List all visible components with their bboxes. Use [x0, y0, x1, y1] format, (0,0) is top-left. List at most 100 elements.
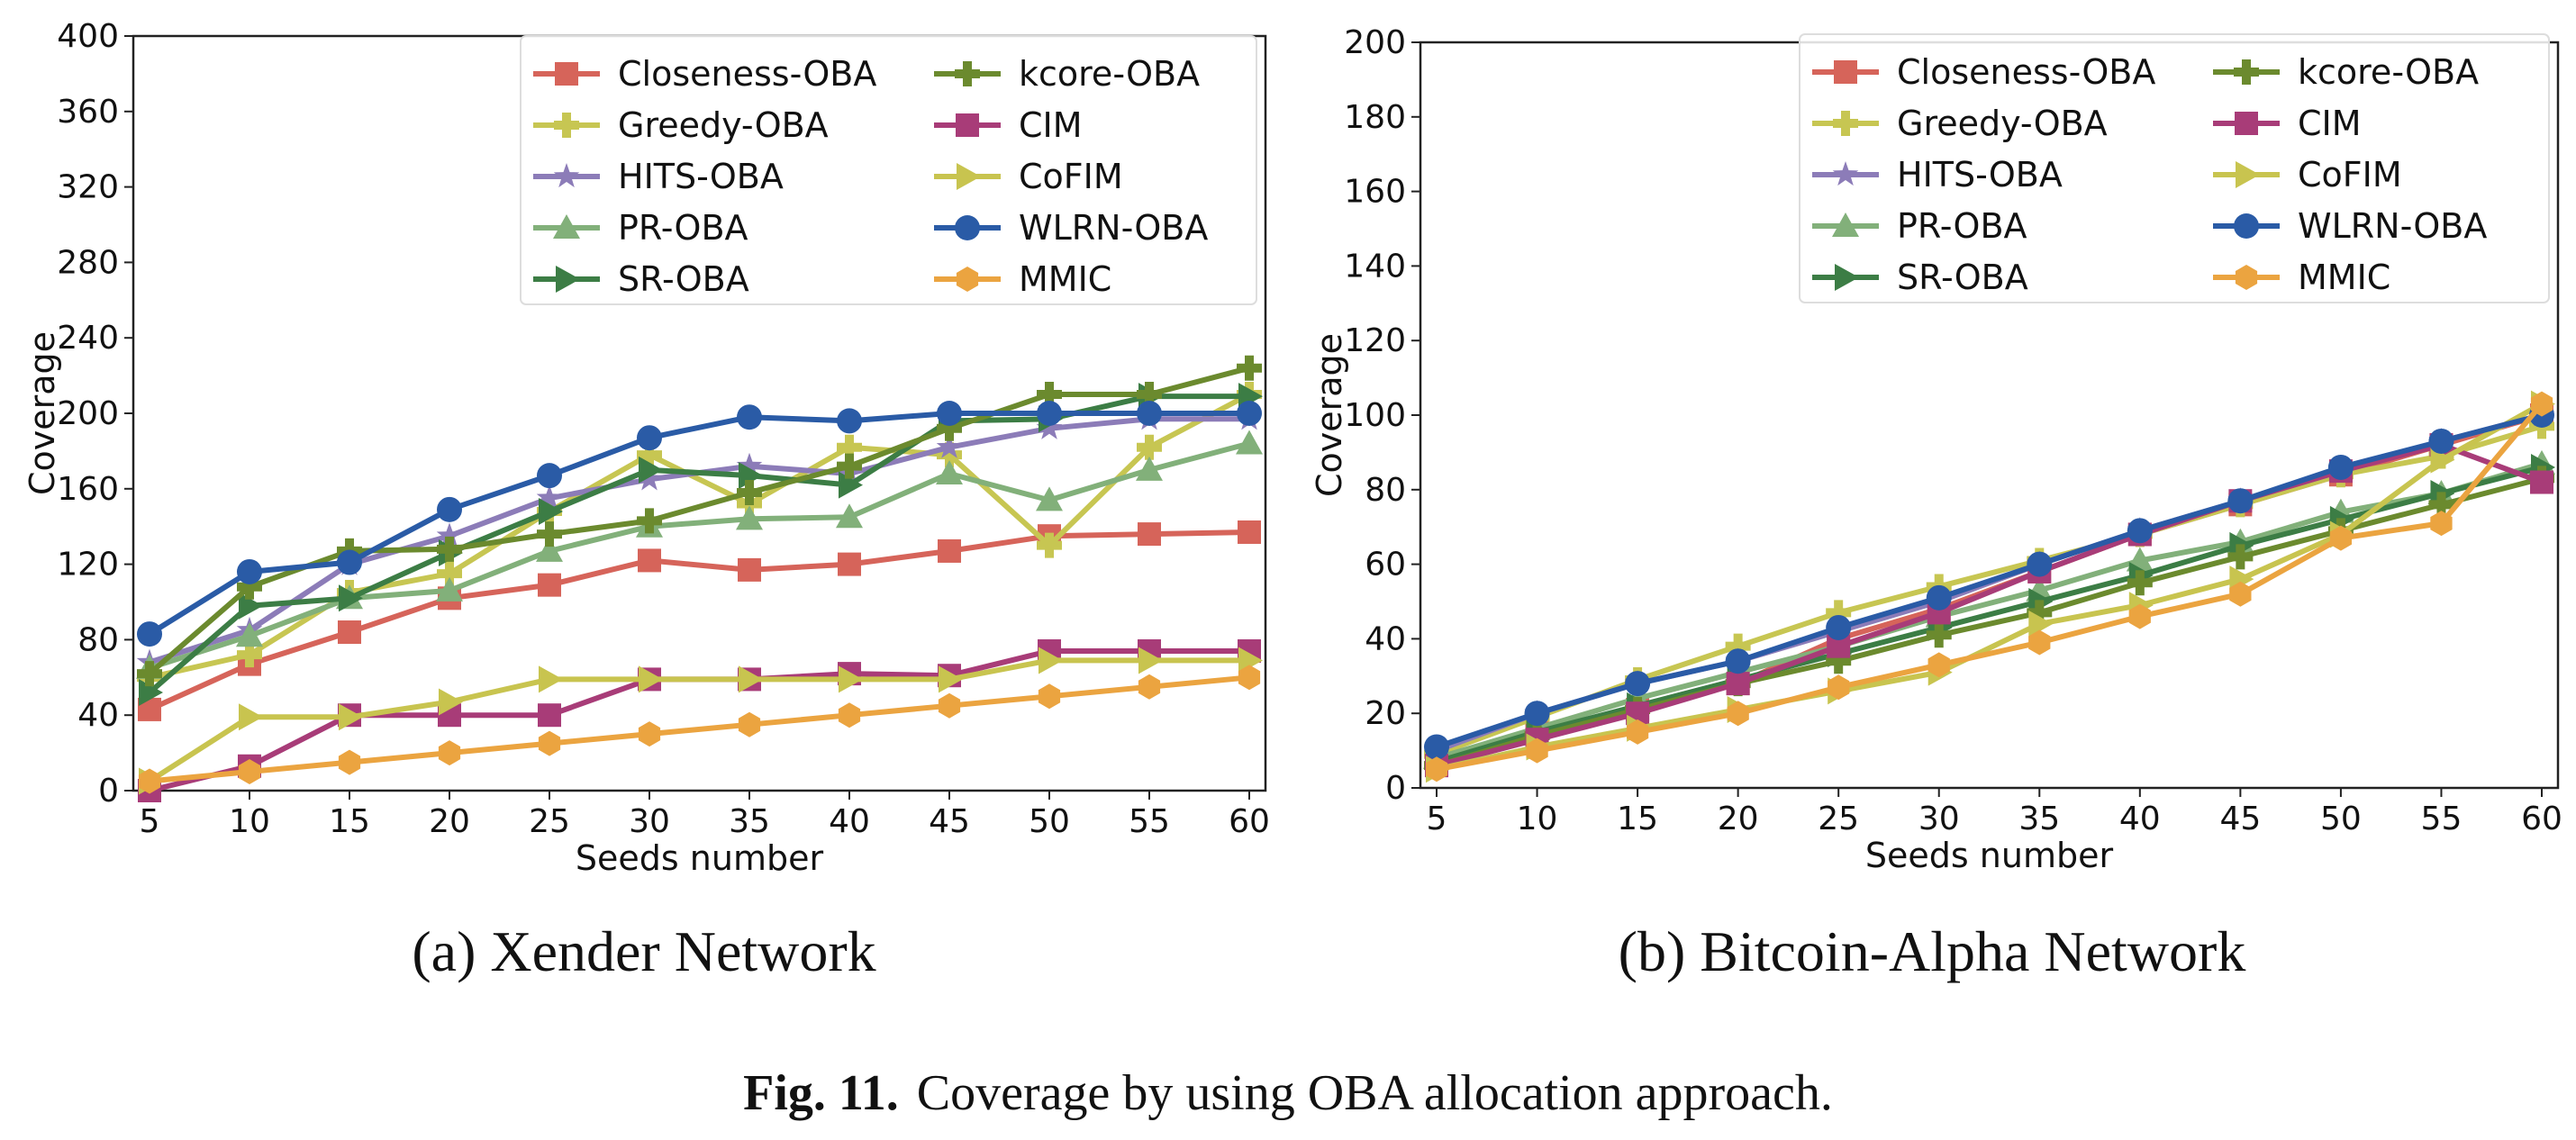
data-point: [537, 521, 562, 547]
data-point: [838, 552, 861, 576]
legend-item-sr-oba: SR-OBA: [1812, 258, 2028, 297]
data-point: [439, 688, 463, 716]
data-point: [1926, 622, 1952, 648]
x-tick-label: 10: [1517, 801, 1558, 837]
data-point: [1828, 674, 1850, 701]
legend-marker: [2235, 112, 2258, 135]
data-point: [238, 759, 261, 784]
data-point: [2430, 446, 2455, 474]
y-tick-label: 100: [1344, 397, 1406, 434]
legend-label: WLRN-OBA: [2298, 206, 2487, 246]
data-point: [2027, 600, 2053, 626]
series-line: [1436, 442, 2544, 769]
legend-item-hits-oba: HITS-OBA: [1812, 155, 2063, 195]
data-point: [839, 471, 863, 499]
legend-item-sr-oba: SR-OBA: [533, 259, 749, 299]
legend-label: PR-OBA: [618, 208, 748, 248]
legend-label: Closeness-OBA: [618, 54, 876, 94]
data-point: [1625, 671, 1651, 697]
data-point: [839, 665, 863, 693]
x-tick-label: 20: [429, 803, 470, 840]
y-tick-label: 0: [1385, 770, 1406, 807]
legend-box: [1799, 33, 2550, 303]
legend-label: CoFIM: [2298, 155, 2402, 195]
legend-label: Closeness-OBA: [1897, 52, 2155, 92]
legend-item-wlrn-oba: WLRN-OBA: [2213, 206, 2487, 246]
data-point: [1036, 414, 1063, 439]
legend-label: kcore-OBA: [2298, 52, 2479, 92]
data-point: [538, 730, 561, 756]
data-point: [2428, 492, 2454, 518]
x-tick-label: 55: [1129, 803, 1170, 840]
data-point: [1037, 401, 1062, 426]
legend-label: MMIC: [2298, 258, 2390, 297]
data-point: [1037, 532, 1062, 558]
legend-marker: [556, 266, 580, 293]
data-point: [1039, 647, 1063, 674]
y-tick-label: 360: [57, 94, 119, 131]
legend-marker: [2235, 265, 2258, 290]
legend-item-hits-oba: HITS-OBA: [533, 157, 784, 196]
legend: Closeness-OBA Greedy-OBA HITS-OBA PR-OBA SR-…: [1799, 33, 2550, 303]
y-tick-label: 140: [1344, 248, 1406, 285]
legend-label: Greedy-OBA: [1897, 104, 2108, 143]
legend-marker: [1832, 161, 1859, 186]
y-tick-label: 160: [57, 471, 119, 508]
x-tick-label: 30: [1918, 801, 1960, 837]
data-point: [736, 505, 763, 530]
data-point: [637, 508, 662, 534]
legend-label: WLRN-OBA: [1019, 208, 1208, 248]
legend-item-closeness-oba: Closeness-OBA: [533, 54, 876, 94]
y-tick-label: 200: [1344, 24, 1406, 61]
series-line: [1436, 412, 2543, 750]
data-point: [2227, 544, 2254, 570]
data-point: [837, 408, 862, 434]
caption-text: Coverage by using OBA allocation approac…: [917, 1065, 1833, 1121]
data-point: [338, 620, 361, 645]
series-wlrn-oba: [1424, 403, 2554, 760]
x-tick-label: 15: [1617, 801, 1658, 837]
data-point: [936, 433, 963, 458]
series-line: [148, 657, 1249, 784]
data-point: [636, 466, 663, 491]
legend-label: CoFIM: [1019, 157, 1123, 196]
data-point: [237, 642, 262, 668]
y-tick-label: 200: [57, 395, 119, 432]
legend-marker: [553, 214, 580, 239]
x-tick-label: 60: [2521, 801, 2562, 837]
x-tick-label: 35: [729, 803, 770, 840]
figure-caption: Fig. 11. Coverage by using OBA allocatio…: [743, 1065, 1833, 1121]
data-point: [538, 573, 561, 597]
legend-item-pr-oba: PR-OBA: [533, 208, 748, 248]
data-point: [437, 496, 462, 522]
data-point: [539, 665, 563, 693]
y-tick-label: 320: [57, 169, 119, 206]
data-point: [1138, 647, 1163, 674]
data-point: [537, 463, 562, 489]
data-point: [738, 557, 761, 582]
data-point: [2530, 470, 2553, 494]
data-point: [539, 497, 563, 525]
legend-marker: [955, 61, 980, 86]
series-line: [1436, 475, 2543, 769]
data-point: [339, 703, 363, 731]
data-point: [1424, 734, 1449, 760]
x-tick-label: 5: [1427, 801, 1447, 837]
data-point: [237, 574, 262, 600]
data-point: [236, 622, 263, 647]
data-point: [837, 453, 862, 479]
data-point: [538, 703, 561, 728]
legend-label: HITS-OBA: [1897, 155, 2063, 195]
legend-marker: [955, 215, 980, 240]
x-tick-label: 20: [1718, 801, 1759, 837]
data-point: [1927, 652, 1950, 678]
x-tick-label: 25: [1818, 801, 1859, 837]
caption-label: Fig. 11.: [743, 1065, 899, 1121]
data-point: [137, 621, 162, 647]
legend-label: Greedy-OBA: [618, 105, 829, 145]
data-point: [2027, 551, 2053, 577]
legend-marker: [957, 163, 981, 190]
data-point: [2127, 570, 2153, 596]
data-point: [2229, 581, 2252, 607]
